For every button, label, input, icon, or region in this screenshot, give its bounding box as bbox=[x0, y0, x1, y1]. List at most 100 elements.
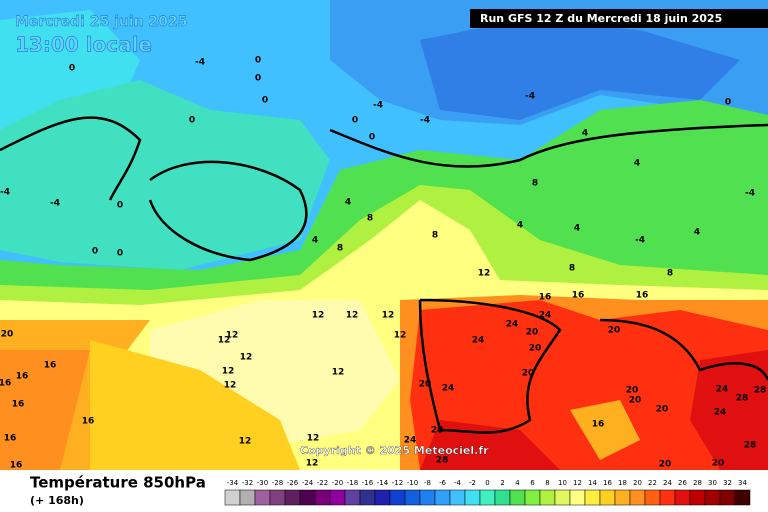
legend-label: 2 bbox=[500, 479, 504, 487]
contour-label: 16 bbox=[10, 461, 23, 471]
legend-swatch bbox=[494, 489, 511, 506]
contour-label: 12 bbox=[382, 311, 395, 321]
contour-label: 20 bbox=[522, 369, 535, 379]
contour-label: 8 bbox=[569, 264, 575, 274]
contour-label: 16 bbox=[592, 420, 605, 430]
legend-swatch bbox=[644, 489, 661, 506]
contour-label: 16 bbox=[12, 400, 25, 410]
contour-label: 4 bbox=[345, 198, 351, 208]
legend-swatch bbox=[434, 489, 451, 506]
legend-label: -18 bbox=[347, 479, 358, 487]
legend-swatch bbox=[374, 489, 391, 506]
contour-label: 0 bbox=[92, 247, 98, 257]
contour-label: 16 bbox=[82, 417, 95, 427]
contour-label: 12 bbox=[239, 437, 252, 447]
contour-label: 4 bbox=[582, 129, 588, 139]
legend-swatch bbox=[599, 489, 616, 506]
contour-label: 20 bbox=[626, 386, 639, 396]
temperature-field bbox=[0, 0, 768, 470]
contour-label: 24 bbox=[472, 336, 485, 346]
contour-label: 24 bbox=[506, 320, 519, 330]
legend-swatch bbox=[539, 489, 556, 506]
contour-label: 4 bbox=[312, 236, 318, 246]
legend-label: 14 bbox=[588, 479, 597, 487]
legend-label: 20 bbox=[633, 479, 642, 487]
contour-label: 12 bbox=[478, 269, 491, 279]
legend-swatch bbox=[314, 489, 331, 506]
legend-label: -20 bbox=[332, 479, 343, 487]
contour-label: 20 bbox=[712, 459, 725, 469]
contour-label: 24 bbox=[404, 436, 417, 446]
legend-label: -14 bbox=[377, 479, 389, 487]
contour-label: 8 bbox=[667, 269, 673, 279]
contour-label: 20 bbox=[659, 460, 672, 470]
run-banner bbox=[470, 9, 768, 28]
legend-swatch bbox=[569, 489, 586, 506]
legend-swatch bbox=[359, 489, 376, 506]
contour-label: -4 bbox=[0, 188, 10, 198]
legend-label: 6 bbox=[530, 479, 535, 487]
contour-label: 24 bbox=[716, 385, 729, 395]
contour-label: 16 bbox=[572, 291, 585, 301]
contour-label: 4 bbox=[694, 228, 700, 238]
legend-label: -22 bbox=[317, 479, 328, 487]
contour-label: 20 bbox=[656, 405, 669, 415]
contour-label: 20 bbox=[419, 380, 432, 390]
legend-label: 16 bbox=[603, 479, 612, 487]
legend-swatch bbox=[659, 489, 676, 506]
contour-labels: 0 -4 0 0 0 0 0 0 -4 -4 -4 0 4 4 -4 8 4 4 -4 4 -4 -4 0 0 0 4 8 4 8 8 12… bbox=[0, 56, 766, 471]
contour-label: 16 bbox=[44, 361, 57, 371]
contour-label: 0 bbox=[352, 116, 358, 126]
contour-label: 20 bbox=[526, 328, 539, 338]
legend-swatch bbox=[479, 489, 496, 506]
footer-subtitle: (+ 168h) bbox=[30, 494, 84, 507]
legend-swatch bbox=[509, 489, 526, 506]
contour-label: 0 bbox=[725, 98, 731, 108]
legend-label: -16 bbox=[362, 479, 374, 487]
legend-label: 18 bbox=[618, 479, 627, 487]
contour-label: 28 bbox=[431, 426, 444, 436]
legend-label: 10 bbox=[558, 479, 567, 487]
date: Mercredi 25 juin 2025 bbox=[15, 14, 187, 30]
legend-label: -24 bbox=[302, 479, 314, 487]
legend-label: -12 bbox=[392, 479, 403, 487]
contour-label: 12 bbox=[332, 368, 345, 378]
contour-label: 16 bbox=[4, 434, 17, 444]
legend-label: 4 bbox=[515, 479, 520, 487]
coastlines bbox=[0, 116, 768, 434]
contour-label: 4 bbox=[517, 221, 523, 231]
copyright: Copyright © 2025 Meteociel.fr bbox=[300, 444, 489, 457]
contour-label: 20 bbox=[1, 330, 14, 340]
contour-label: 24 bbox=[442, 384, 455, 394]
legend-swatch bbox=[254, 489, 271, 506]
legend-label: 26 bbox=[678, 479, 687, 487]
contour-label: -4 bbox=[50, 199, 60, 209]
legend-swatch bbox=[554, 489, 571, 506]
contour-label: 8 bbox=[367, 214, 373, 224]
contour-label: 4 bbox=[634, 159, 640, 169]
legend-label: 30 bbox=[708, 479, 717, 487]
legend-swatch bbox=[629, 489, 646, 506]
legend-label: 28 bbox=[693, 479, 702, 487]
contour-label: 12 bbox=[226, 331, 239, 341]
contour-label: 12 bbox=[224, 381, 237, 391]
legend-label: 22 bbox=[648, 479, 657, 487]
legend-swatch bbox=[389, 489, 406, 506]
contour-label: 16 bbox=[636, 291, 649, 301]
header: Mercredi 25 juin 2025 13:00 locale Run G… bbox=[15, 9, 768, 57]
legend-swatch bbox=[689, 489, 706, 506]
legend-swatch bbox=[284, 489, 301, 506]
legend-swatch bbox=[239, 489, 256, 506]
contour-label: 20 bbox=[529, 344, 542, 354]
contour-label: 28 bbox=[754, 386, 767, 396]
legend-swatch bbox=[614, 489, 631, 506]
contour-label: 12 bbox=[240, 353, 253, 363]
legend-swatch bbox=[404, 489, 421, 506]
contour-label: 16 bbox=[0, 379, 11, 389]
contour-label: 0 bbox=[117, 201, 123, 211]
legend-swatch bbox=[269, 489, 286, 506]
legend-label: -30 bbox=[257, 479, 268, 487]
contour-label: 12 bbox=[222, 367, 235, 377]
legend-label: 12 bbox=[573, 479, 582, 487]
